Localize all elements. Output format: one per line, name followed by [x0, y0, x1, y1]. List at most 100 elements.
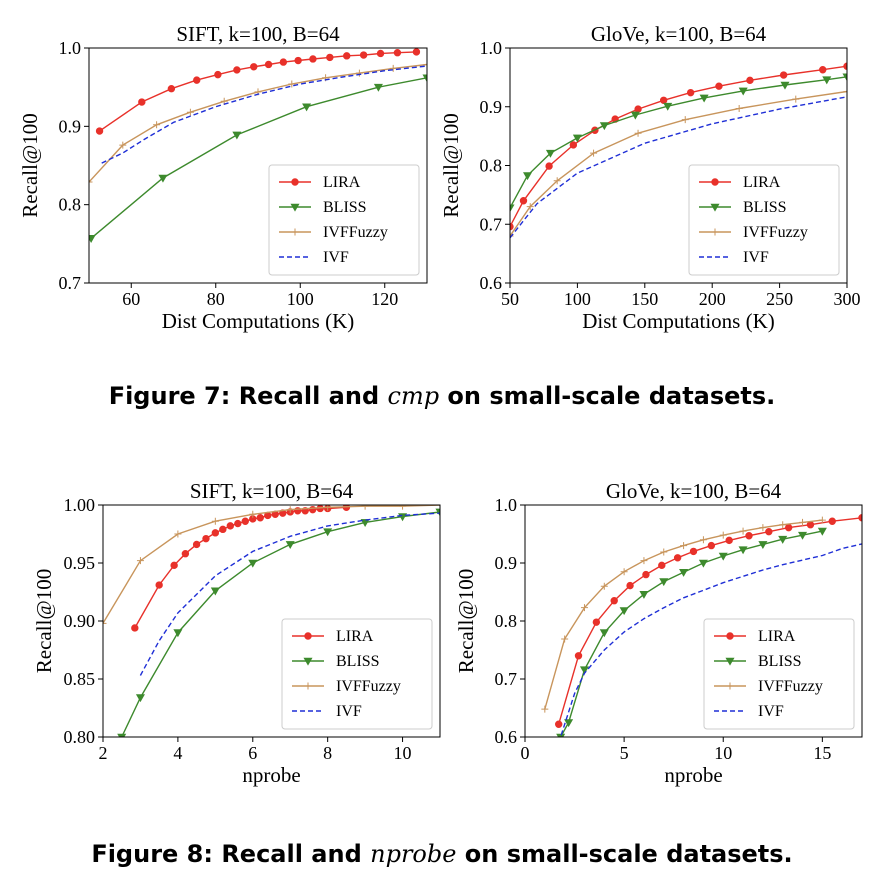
legend-marker-lira	[291, 178, 299, 186]
chart-2: GloVe, k=100, B=64 50 100 150 200 250 300 0.6 0.…	[439, 22, 861, 333]
series-line-ivffuzzy	[103, 505, 440, 624]
x-tick-label: 300	[834, 289, 861, 309]
data-point-lira	[309, 55, 317, 63]
data-point-lira	[592, 618, 601, 626]
series-line-ivf	[101, 65, 427, 164]
data-point-lira	[219, 525, 227, 534]
series-bliss	[510, 73, 847, 213]
series-line-lira	[510, 65, 847, 227]
data-point-ivffuzzy	[89, 178, 93, 186]
data-point-bliss	[373, 83, 383, 92]
legend-marker-ivffuzzy	[291, 228, 299, 236]
legend-label-bliss: BLISS	[743, 199, 787, 216]
data-point-bliss	[210, 587, 220, 596]
data-point-lira	[746, 76, 754, 85]
data-point-ivffuzzy	[174, 530, 182, 538]
data-point-ivffuzzy	[561, 635, 569, 643]
legend-box	[703, 618, 855, 730]
legend-box	[268, 164, 420, 276]
chart-title: GloVe, k=100, B=64	[606, 479, 782, 503]
legend-label-ivf: IVF	[743, 249, 769, 266]
data-point-bliss	[579, 666, 589, 675]
data-point-ivffuzzy	[759, 524, 767, 532]
data-point-lira	[193, 76, 201, 84]
legend-label-ivf: IVF	[323, 249, 349, 266]
x-tick-label: 120	[371, 289, 398, 309]
x-axis-label: nprobe	[242, 763, 300, 787]
figure-8-caption: Figure 8: Recall and nprobe on small-sca…	[0, 840, 884, 868]
y-tick-label: 0.9	[495, 553, 518, 573]
data-point-bliss	[173, 629, 183, 638]
y-tick-label: 0.8	[59, 195, 82, 215]
data-point-ivffuzzy	[600, 582, 608, 590]
caption-8-suffix: on small-scale datasets.	[456, 840, 793, 868]
y-tick-label: 1.0	[480, 38, 503, 58]
data-point-lira	[95, 127, 104, 135]
legend-label-ivffuzzy: IVFFuzzy	[758, 678, 823, 695]
data-point-bliss	[323, 528, 333, 537]
series-lira	[95, 48, 421, 135]
data-point-bliss	[778, 535, 788, 544]
y-tick-label: 0.95	[64, 553, 96, 573]
legend-label-ivffuzzy: IVFFuzzy	[336, 678, 401, 695]
series-ivf	[139, 512, 440, 676]
figure-7-caption: Figure 7: Recall and cmp on small-scale …	[0, 382, 884, 410]
data-point-lira	[202, 534, 210, 543]
data-point-lira	[819, 66, 827, 74]
data-point-lira	[689, 547, 698, 556]
x-tick-label: 10	[714, 743, 732, 763]
legend-label-lira: LIRA	[323, 174, 361, 191]
data-point-lira	[250, 63, 258, 71]
data-point-ivffuzzy	[399, 505, 407, 510]
legend-label-bliss: BLISS	[758, 653, 802, 670]
data-point-lira	[707, 541, 716, 550]
data-point-lira	[138, 98, 146, 106]
x-tick-label: 10	[394, 743, 412, 763]
y-axis-label: Recall@100	[454, 569, 478, 673]
x-tick-label: 0	[521, 743, 530, 763]
data-point-bliss	[564, 719, 574, 728]
caption-8-prefix: Figure 8: Recall and	[91, 840, 371, 868]
x-tick-label: 50	[501, 289, 519, 309]
chart-1: SIFT, k=100, B=64 60 80 100 120 0.7 0.8 0.9 1.0 D…	[18, 22, 428, 333]
data-point-bliss	[285, 541, 295, 550]
series-line-bliss	[121, 511, 440, 737]
data-point-ivffuzzy	[136, 557, 144, 565]
data-point-lira	[412, 48, 421, 56]
data-point-lira	[626, 581, 634, 590]
y-tick-label: 0.8	[480, 156, 503, 176]
y-tick-label: 0.85	[64, 669, 96, 689]
data-point-ivffuzzy	[103, 619, 107, 627]
data-point-ivffuzzy	[681, 116, 689, 124]
legend-label-bliss: BLISS	[336, 653, 380, 670]
legend-marker-lira	[304, 632, 312, 640]
series-ivffuzzy	[103, 505, 440, 627]
legend-label-lira: LIRA	[743, 174, 781, 191]
caption-7-suffix: on small-scale datasets.	[439, 382, 776, 410]
data-point-bliss	[248, 559, 258, 568]
data-point-lira	[569, 141, 578, 149]
data-point-bliss	[659, 578, 669, 587]
data-point-lira	[510, 222, 514, 231]
data-point-bliss	[545, 149, 555, 158]
legend: LIRA BLISS IVFFuzzy IVF	[703, 618, 855, 730]
y-tick-label: 1.0	[59, 38, 82, 58]
plot-area	[103, 505, 440, 737]
data-point-ivffuzzy	[211, 517, 219, 525]
data-point-bliss	[798, 531, 808, 540]
y-axis-label: Recall@100	[32, 569, 56, 673]
x-tick-label: 60	[122, 289, 140, 309]
legend-marker-ivffuzzy	[711, 228, 719, 236]
series-line-bliss	[510, 76, 847, 209]
plot-frame	[88, 47, 428, 284]
data-point-ivffuzzy	[510, 232, 514, 240]
data-point-lira	[170, 561, 178, 570]
data-point-bliss	[718, 552, 728, 561]
data-point-bliss	[89, 235, 96, 243]
x-tick-label: 200	[699, 289, 726, 309]
data-point-bliss	[780, 81, 790, 90]
y-tick-label: 0.90	[64, 611, 96, 631]
series-lira	[555, 514, 862, 728]
data-point-lira	[326, 53, 334, 62]
